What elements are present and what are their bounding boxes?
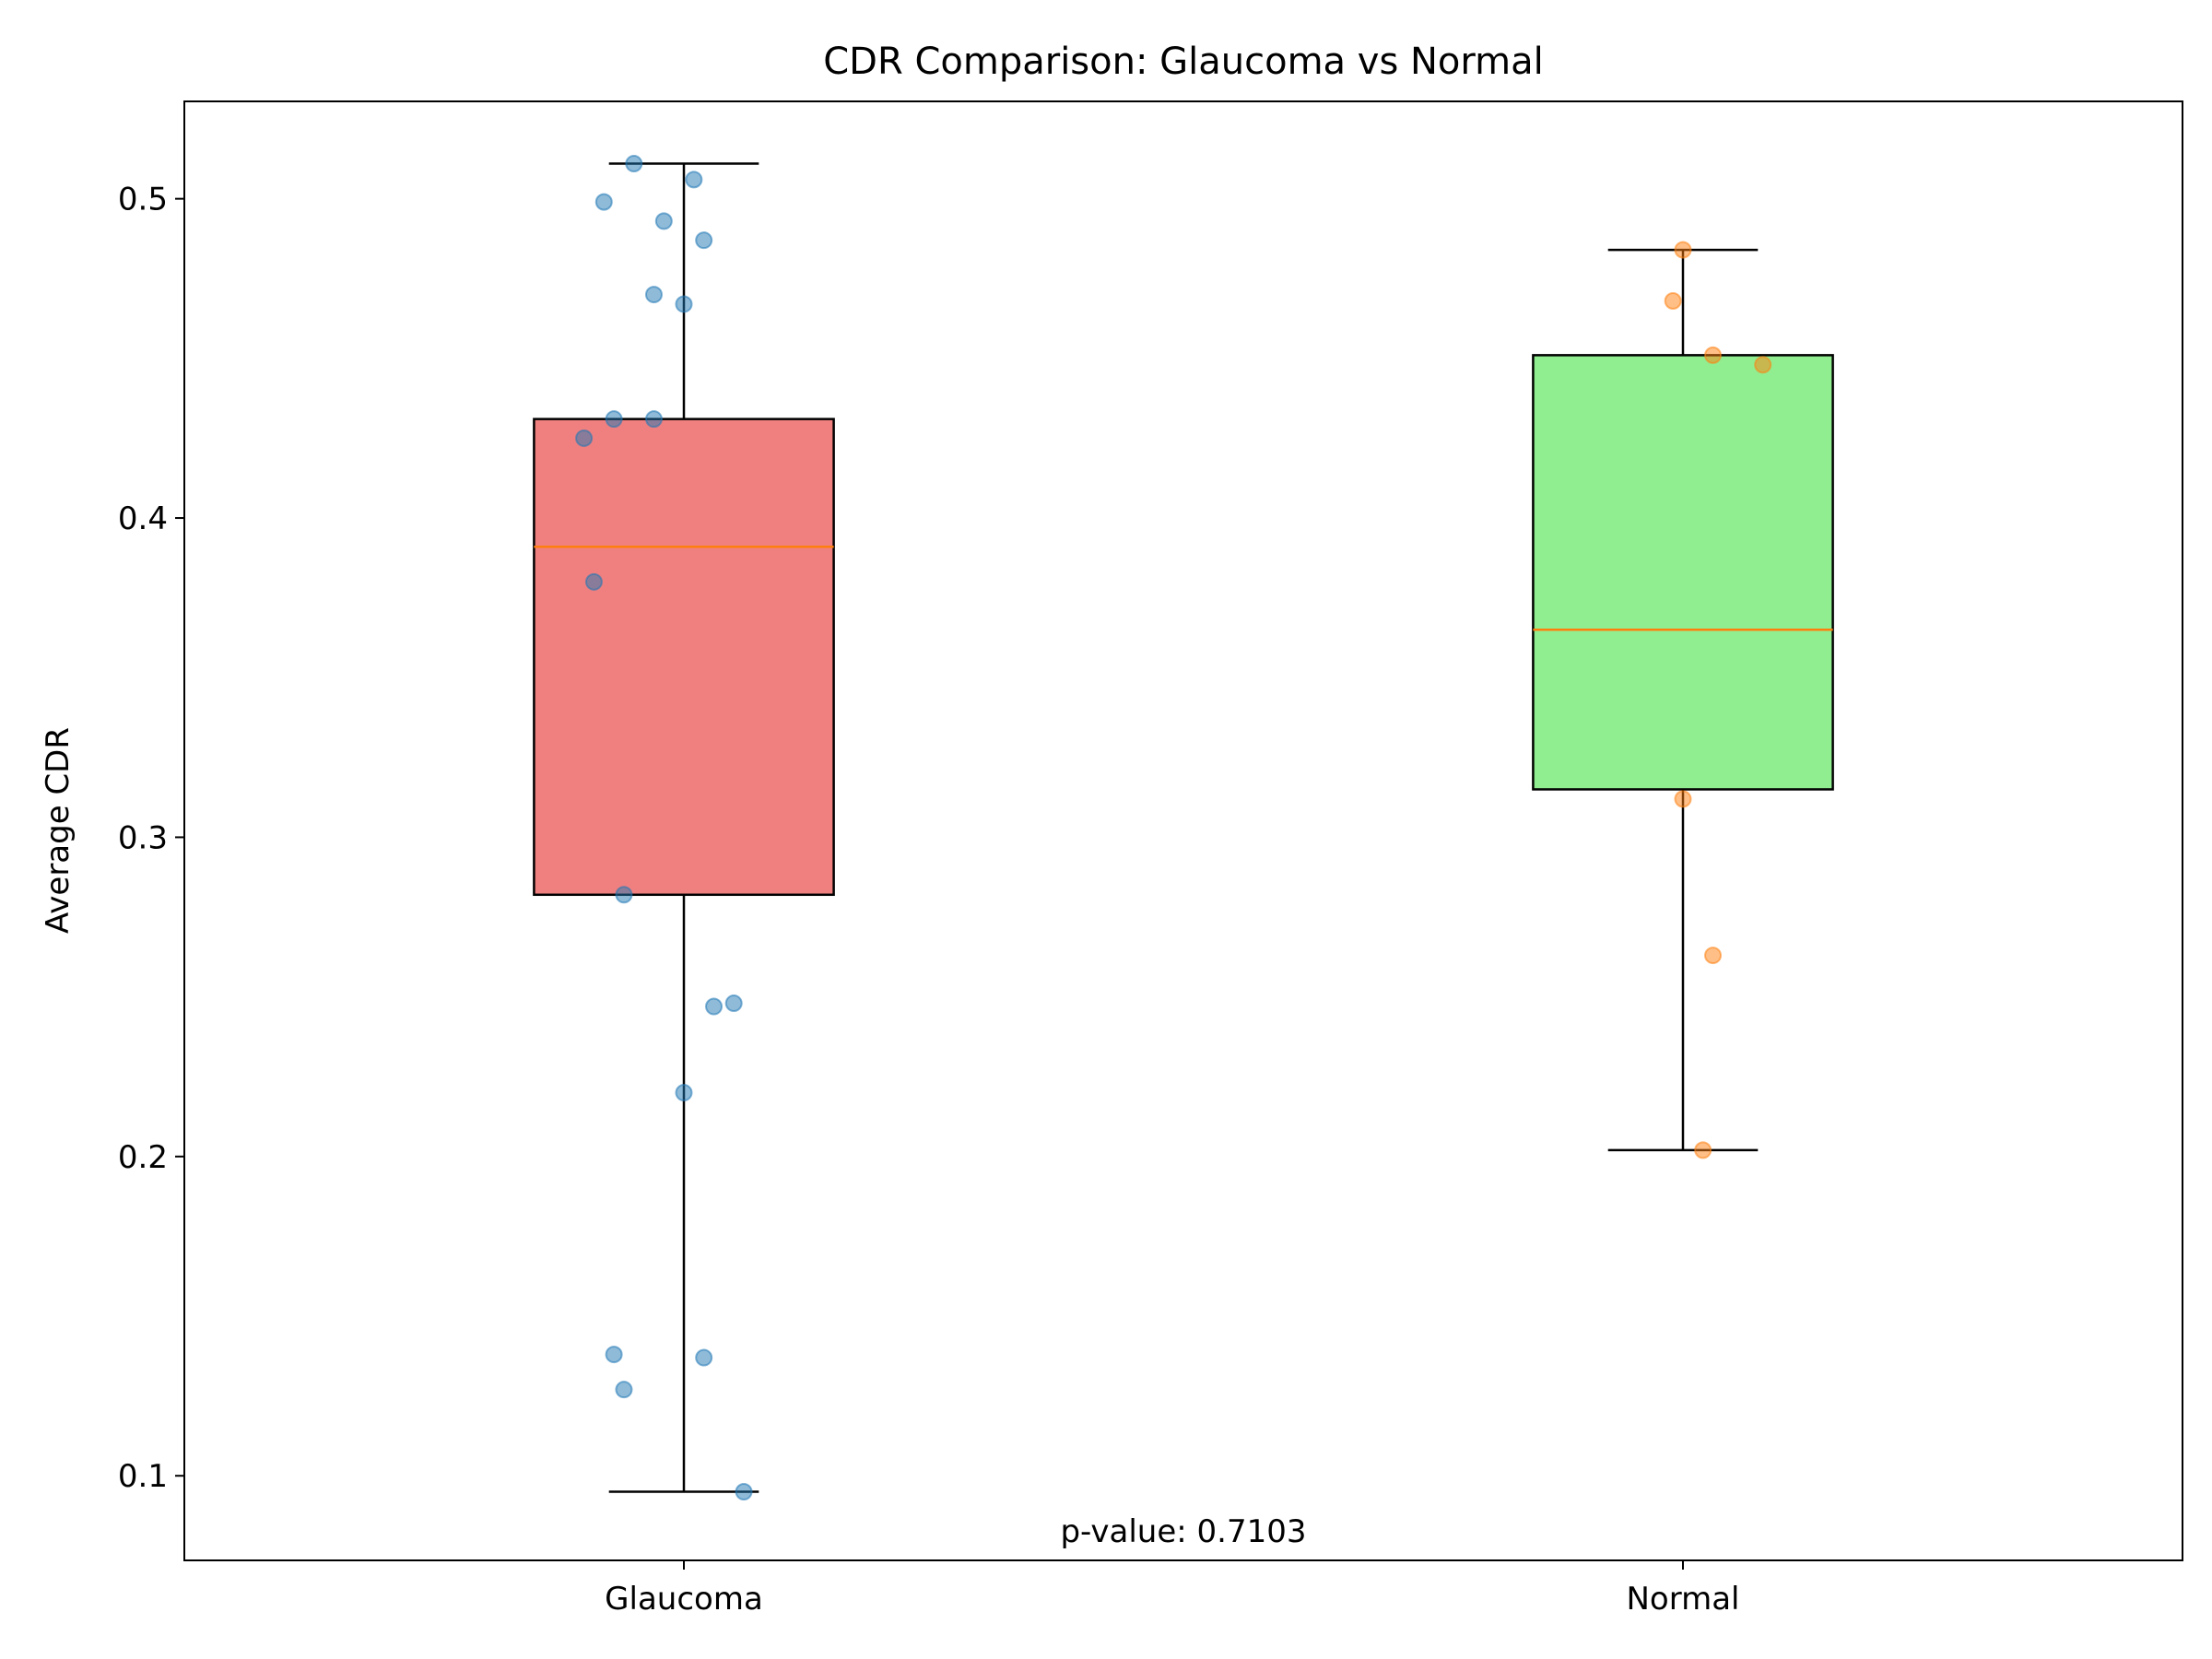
y-tick-label: 0.2 bbox=[118, 1139, 168, 1176]
y-tick-label: 0.5 bbox=[118, 182, 168, 218]
box-group-glaucoma bbox=[533, 162, 835, 1493]
data-point-glaucoma bbox=[654, 212, 673, 230]
data-point-glaucoma bbox=[605, 1346, 623, 1364]
data-point-glaucoma bbox=[625, 155, 643, 173]
data-point-glaucoma bbox=[584, 572, 603, 591]
data-point-glaucoma bbox=[695, 231, 713, 250]
y-axis-label: Average CDR bbox=[40, 727, 76, 934]
y-axis-ticks: 0.1 0.2 0.3 0.4 0.5 bbox=[118, 182, 184, 1495]
data-point-glaucoma bbox=[705, 997, 724, 1016]
box-series bbox=[533, 162, 1834, 1493]
y-tick-label: 0.4 bbox=[118, 500, 168, 537]
data-point-glaucoma bbox=[675, 295, 693, 313]
data-point-normal bbox=[1674, 241, 1692, 259]
data-point-normal bbox=[1694, 1141, 1712, 1159]
p-value-annotation: p-value: 0.7103 bbox=[1060, 1513, 1306, 1550]
data-point-normal bbox=[1704, 346, 1723, 364]
data-point-glaucoma bbox=[615, 886, 633, 904]
x-tick-label: Glaucoma bbox=[605, 1581, 763, 1618]
data-point-glaucoma bbox=[605, 410, 623, 429]
x-tick-label: Normal bbox=[1626, 1581, 1739, 1618]
data-point-normal bbox=[1674, 790, 1692, 808]
plot-frame bbox=[183, 100, 2183, 1561]
data-point-normal bbox=[1664, 291, 1682, 310]
data-point-glaucoma bbox=[615, 1381, 633, 1399]
data-point-glaucoma bbox=[735, 1483, 753, 1501]
data-point-glaucoma bbox=[644, 286, 663, 304]
data-point-glaucoma bbox=[594, 193, 613, 211]
box-body bbox=[1532, 354, 1834, 791]
data-point-glaucoma bbox=[695, 1348, 713, 1367]
data-point-normal bbox=[1704, 947, 1723, 965]
jitter-points bbox=[575, 155, 1772, 1501]
data-point-glaucoma bbox=[724, 994, 743, 1013]
box-body bbox=[533, 418, 835, 897]
box-group-normal bbox=[1532, 248, 1834, 1152]
data-point-glaucoma bbox=[685, 171, 703, 189]
data-point-normal bbox=[1754, 356, 1772, 374]
x-axis-ticks: Glaucoma Normal bbox=[605, 1560, 1740, 1618]
chart-title: CDR Comparison: Glaucoma vs Normal bbox=[823, 41, 1544, 83]
data-point-glaucoma bbox=[644, 410, 663, 429]
plot-area bbox=[184, 101, 2183, 1560]
data-point-glaucoma bbox=[575, 429, 594, 447]
y-tick-label: 0.3 bbox=[118, 819, 168, 856]
y-tick-label: 0.1 bbox=[118, 1458, 168, 1495]
data-point-glaucoma bbox=[675, 1084, 693, 1102]
